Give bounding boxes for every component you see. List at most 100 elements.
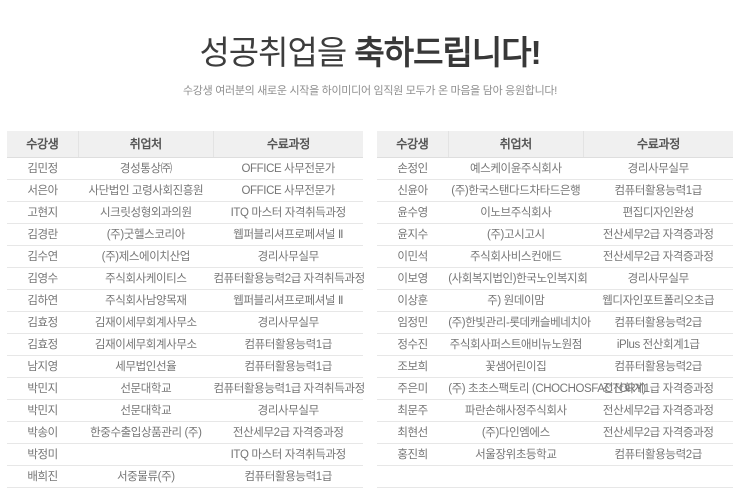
company-cell: (주)제스에이치산업: [78, 245, 214, 268]
course-cell: ITQ 마스터 자격취득과정: [213, 201, 363, 224]
course-cell: 컴퓨터활용능력1급: [583, 179, 733, 202]
company-cell: 세무법인선율: [78, 355, 214, 378]
company-cell: 선문대학교: [78, 377, 214, 400]
page-title-normal: 성공취업을: [199, 34, 355, 71]
student-cell: 박송이: [7, 421, 79, 444]
column-header-course: 수료과정: [212, 131, 363, 158]
table-row: 김경란 (주)굿헬스코리아 웹퍼블리셔프로페셔널 Ⅱ: [7, 223, 363, 246]
course-cell: 경리사무실무: [583, 157, 733, 180]
student-cell: 박민지: [7, 399, 79, 422]
column-header-student: 수강생: [7, 131, 79, 158]
company-cell: 한중수출입상품관리 (주): [78, 421, 214, 444]
tables-container: 수강생 취업처 수료과정 김민정 경성통상㈜ OFFICE 사무전문가 서은아 사단법인…: [0, 131, 740, 488]
page-title: 성공취업을 축하드립니다!: [0, 33, 740, 73]
table-row: 주은미 (주) 초초스팩토리 (CHOCHOSFACTORY) 전산회계1급 자격증…: [377, 377, 733, 400]
table-row: 박정미 ITQ 마스터 자격취득과정: [7, 443, 363, 466]
company-cell: 파란손해사정주식회사: [448, 399, 584, 422]
course-cell: 컴퓨터활용능력2급: [583, 355, 733, 378]
course-cell: 경리사무실무: [213, 311, 363, 334]
table-row: 최현선 (주)다인엠에스 전산세무2급 자격증과정: [377, 421, 733, 444]
company-cell: (주)한국스탠다드차타드은행: [448, 179, 584, 202]
column-header-company: 취업처: [447, 131, 584, 158]
course-cell: [583, 465, 733, 488]
student-cell: 홍진희: [377, 443, 449, 466]
left-employment-table: 수강생 취업처 수료과정 김민정 경성통상㈜ OFFICE 사무전문가 서은아 사단법인…: [7, 131, 365, 488]
company-cell: 주) 원데이맘: [448, 289, 584, 312]
course-cell: OFFICE 사무전문가: [213, 157, 363, 180]
header-row: 수강생 취업처 수료과정: [377, 131, 733, 158]
page-title-bold: 축하드립니다!: [354, 34, 541, 71]
student-cell: 김경란: [7, 223, 79, 246]
course-cell: OFFICE 사무전문가: [213, 179, 363, 202]
company-cell: 경성통상㈜: [78, 157, 214, 180]
course-cell: 웹퍼블리셔프로페셔널 Ⅱ: [213, 223, 363, 246]
table-row: 신윤아 (주)한국스탠다드차타드은행 컴퓨터활용능력1급: [377, 179, 733, 202]
course-cell: 전산세무2급 자격증과정: [583, 223, 733, 246]
course-cell: iPlus 전산회계1급: [583, 333, 733, 356]
student-cell: 김민정: [7, 157, 79, 180]
column-header-company: 취업처: [77, 131, 214, 158]
course-cell: 전산세무2급 자격증과정: [583, 421, 733, 444]
company-cell: (주) 초초스팩토리 (CHOCHOSFACTORY): [448, 377, 646, 400]
table-row: 손정인 예스케이윤주식회사 경리사무실무: [377, 157, 733, 180]
company-cell: [448, 465, 584, 488]
course-cell: 전산세무2급 자격증과정: [213, 421, 363, 444]
table-row: 윤수영 이노브주식회사 편집디자인완성: [377, 201, 733, 224]
course-cell: 전산세무2급 자격증과정: [583, 245, 733, 268]
student-cell: 조보희: [377, 355, 449, 378]
student-cell: 손정인: [377, 157, 449, 180]
table-row: 김영수 주식회사케이티스 컴퓨터활용능력2급 자격취득과정: [7, 267, 365, 290]
student-cell: 박정미: [7, 443, 79, 466]
table-row: 서은아 사단법인 고령사회진흥원 OFFICE 사무전문가: [7, 179, 363, 202]
course-cell: 웹디자인포트폴리오초급: [583, 289, 733, 312]
column-header-student: 수강생: [377, 131, 449, 158]
student-cell: 박민지: [7, 377, 79, 400]
student-cell: 주은미: [377, 377, 449, 400]
table-row: [377, 465, 733, 488]
course-cell: 컴퓨터활용능력1급: [213, 355, 363, 378]
course-cell: 전산세무2급 자격증과정: [583, 399, 733, 422]
left-table-body: 김민정 경성통상㈜ OFFICE 사무전문가 서은아 사단법인 고령사회진흥원 OFFIC…: [7, 157, 365, 488]
table-row: 배희진 서중물류(주) 컴퓨터활용능력1급: [7, 465, 363, 488]
student-cell: 이상훈: [377, 289, 449, 312]
student-cell: 고현지: [7, 201, 79, 224]
table-row: 남지영 세무법인선율 컴퓨터활용능력1급: [7, 355, 363, 378]
table-row: 김효정 김재이세무회계사무소 경리사무실무: [7, 311, 363, 334]
table-row: 이보영 (사회복지법인)한국노인복지회 경리사무실무: [377, 267, 733, 290]
student-cell: 김효정: [7, 311, 79, 334]
table-row: 김하연 주식회사남양목재 웹퍼블리셔프로페셔널 Ⅱ: [7, 289, 363, 312]
course-cell: 컴퓨터활용능력2급 자격취득과정: [213, 267, 365, 290]
table-row: 홍진희 서울장위초등학교 컴퓨터활용능력2급: [377, 443, 733, 466]
company-cell: 주식회사남양목재: [78, 289, 214, 312]
congrats-header: 성공취업을 축하드립니다! 수강생 여러분의 새로운 시작을 하이미디어 임직원…: [0, 0, 740, 98]
company-cell: 서울장위초등학교: [448, 443, 584, 466]
course-cell: 컴퓨터활용능력2급: [583, 443, 733, 466]
table-row: 박민지 선문대학교 경리사무실무: [7, 399, 363, 422]
table-row: 임정민 (주)한빛관리-롯데캐슬베네치아 컴퓨터활용능력2급: [377, 311, 733, 334]
student-cell: 정수진: [377, 333, 449, 356]
table-row: 고현지 시크릿성형외과의원 ITQ 마스터 자격취득과정: [7, 201, 363, 224]
company-cell: 예스케이윤주식회사: [448, 157, 584, 180]
student-cell: 최현선: [377, 421, 449, 444]
student-cell: 김하연: [7, 289, 79, 312]
company-cell: 주식회사비스컨애드: [448, 245, 584, 268]
table-row: 박민지 선문대학교 컴퓨터활용능력1급 자격취득과정: [7, 377, 365, 400]
course-cell: 경리사무실무: [583, 267, 733, 290]
student-cell: [377, 465, 449, 488]
table-row: 이상훈 주) 원데이맘 웹디자인포트폴리오초급: [377, 289, 733, 312]
table-row: 최문주 파란손해사정주식회사 전산세무2급 자격증과정: [377, 399, 733, 422]
company-cell: 서중물류(주): [78, 465, 214, 488]
student-cell: 남지영: [7, 355, 79, 378]
company-cell: (주)고시고시: [448, 223, 584, 246]
company-cell: 선문대학교: [78, 399, 214, 422]
student-cell: 배희진: [7, 465, 79, 488]
course-cell: 컴퓨터활용능력2급: [583, 311, 733, 334]
page-subtitle: 수강생 여러분의 새로운 시작을 하이미디어 임직원 모두가 온 마음을 담아 …: [182, 85, 557, 97]
course-cell: 경리사무실무: [213, 245, 363, 268]
course-cell: 컴퓨터활용능력1급 자격취득과정: [213, 377, 365, 400]
company-cell: (사회복지법인)한국노인복지회: [448, 267, 588, 290]
student-cell: 신윤아: [377, 179, 449, 202]
student-cell: 이민석: [377, 245, 449, 268]
course-cell: 편집디자인완성: [583, 201, 733, 224]
student-cell: 김수연: [7, 245, 79, 268]
